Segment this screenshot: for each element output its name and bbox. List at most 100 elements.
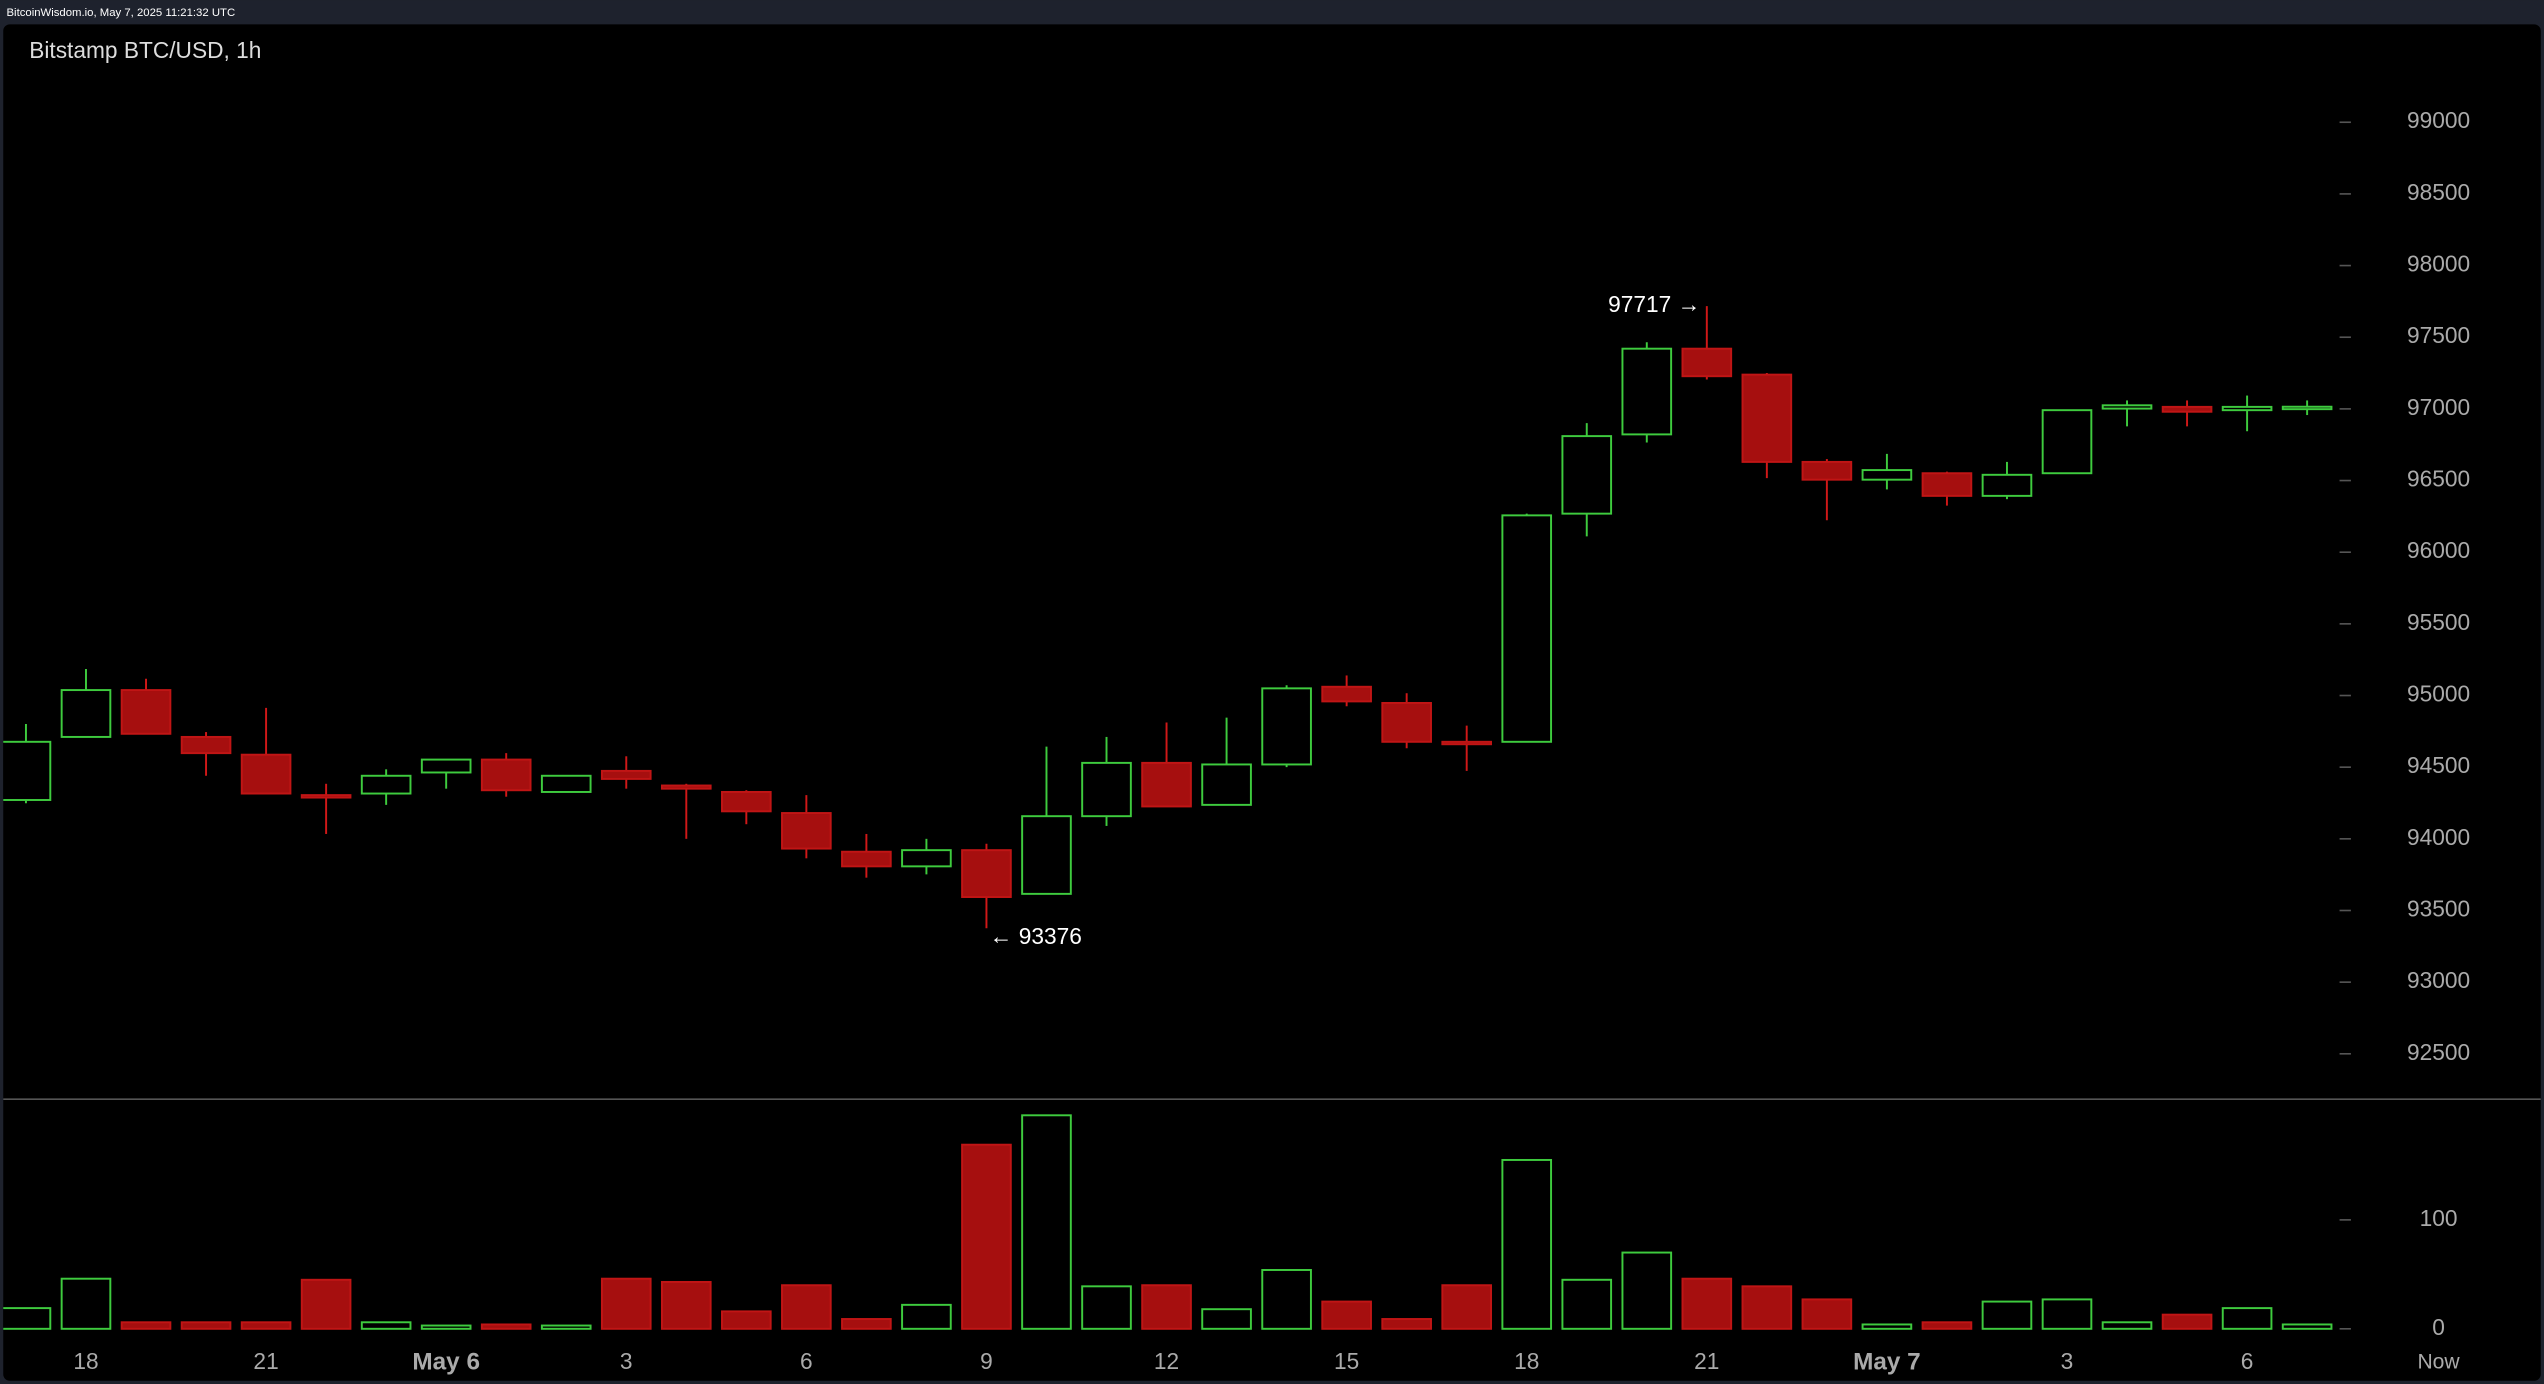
candle-body	[240, 753, 292, 795]
volume-bar	[1561, 1278, 1613, 1330]
volume-bar	[2221, 1307, 2273, 1330]
volume-bar	[240, 1321, 292, 1330]
candle-body	[901, 849, 952, 868]
plot-area	[3, 306, 2333, 1330]
volume-bar	[1801, 1298, 1853, 1330]
volume-bar	[1321, 1300, 1372, 1330]
candle-body	[2041, 409, 2093, 475]
candle-body	[721, 790, 772, 813]
volume-bar	[660, 1280, 712, 1330]
volume-bar	[420, 1324, 472, 1330]
volume-bar	[480, 1323, 532, 1330]
candle-body	[1201, 763, 1252, 806]
volume-bar	[1681, 1277, 1733, 1330]
y-tick-label: 98000	[2407, 251, 2470, 277]
candle-body	[1921, 472, 1973, 497]
volume-bar	[2101, 1321, 2153, 1330]
volume-bar	[2041, 1298, 2093, 1330]
volume-tick-label: 0	[2432, 1314, 2445, 1340]
x-tick-label: 15	[1334, 1348, 1359, 1374]
volume-bar	[721, 1310, 772, 1330]
x-tick-label: 6	[2241, 1348, 2254, 1374]
volume-bar	[3, 1307, 52, 1330]
volume-bar	[901, 1303, 952, 1330]
candle-body	[1261, 687, 1312, 766]
candle-body	[2161, 405, 2213, 413]
candle-body	[1141, 761, 1192, 808]
volume-bar	[1201, 1308, 1252, 1330]
volume-bar	[1441, 1284, 1493, 1330]
candle-body	[1981, 473, 2033, 497]
x-tick-label: 18	[1514, 1348, 1539, 1374]
volume-bar	[1081, 1285, 1132, 1330]
x-tick-label: 3	[620, 1348, 633, 1374]
y-tick-label: 94500	[2407, 752, 2470, 778]
y-tick-label: 98500	[2407, 179, 2470, 205]
x-tick-label: May 6	[412, 1348, 480, 1375]
candle-body	[480, 758, 532, 792]
candle-body	[1621, 347, 1673, 436]
candle-body	[120, 689, 172, 735]
volume-bar	[1381, 1318, 1432, 1330]
candle-body	[420, 758, 472, 774]
x-tick-label: 6	[800, 1348, 813, 1374]
candle-body	[2281, 405, 2333, 411]
candle-body	[961, 849, 1012, 898]
y-tick-label: 99000	[2407, 107, 2470, 133]
volume-bar	[300, 1278, 352, 1330]
volume-bar	[1141, 1284, 1192, 1330]
volume-bar	[1621, 1251, 1673, 1330]
y-tick-label: 93000	[2407, 967, 2470, 993]
x-tick-label: 21	[1694, 1348, 1719, 1374]
candle-body	[1681, 347, 1733, 378]
price-annotation: 97717 →	[1608, 291, 1700, 317]
y-tick-label: 97000	[2407, 394, 2470, 420]
candle-body	[660, 784, 712, 790]
volume-bar	[961, 1143, 1012, 1330]
candle-body	[781, 812, 832, 850]
candle-body	[1861, 469, 1913, 481]
volume-bar	[1861, 1323, 1913, 1330]
candle-body	[1381, 701, 1432, 743]
candle-body	[2101, 404, 2153, 410]
y-tick-label: 93500	[2407, 895, 2470, 921]
x-tick-label: 9	[980, 1348, 993, 1374]
x-tick-label: 12	[1154, 1348, 1179, 1374]
y-tick-label: 92500	[2407, 1039, 2470, 1065]
x-tick-label: 18	[73, 1348, 98, 1374]
volume-bar	[180, 1321, 232, 1330]
y-tick-label: 96000	[2407, 537, 2470, 563]
volume-bar	[781, 1284, 832, 1330]
x-now-label: Now	[2417, 1350, 2460, 1373]
volume-bar	[360, 1321, 412, 1330]
header: BitcoinWisdom.io, May 7, 2025 11:21:32 U…	[6, 7, 235, 19]
candle-body	[1801, 460, 1853, 481]
x-tick-label: May 7	[1853, 1348, 1921, 1375]
candle-body	[1561, 435, 1613, 515]
candle-body	[540, 774, 592, 793]
volume-bar	[841, 1318, 892, 1330]
x-tick-label: 21	[253, 1348, 278, 1374]
candle-body	[360, 774, 412, 795]
volume-bar	[120, 1321, 172, 1330]
y-tick-label: 97500	[2407, 322, 2470, 348]
candle-body	[1441, 740, 1493, 746]
volume-bar	[540, 1324, 592, 1330]
candle-body	[3, 740, 52, 801]
candle-body	[1021, 815, 1072, 895]
volume-bar	[1921, 1321, 1973, 1330]
candle-body	[2221, 405, 2273, 412]
volume-bar	[600, 1277, 652, 1330]
volume-bar	[1261, 1269, 1312, 1330]
price-annotation: ← 93376	[990, 923, 1082, 949]
candle-body	[300, 794, 352, 799]
volume-bar	[2161, 1313, 2213, 1330]
candle-body	[841, 850, 892, 868]
volume-bar	[60, 1277, 112, 1330]
candle-body	[180, 735, 232, 755]
candle-body	[1321, 685, 1372, 703]
y-tick-label: 95500	[2407, 609, 2470, 635]
y-tick-label: 95000	[2407, 681, 2470, 707]
